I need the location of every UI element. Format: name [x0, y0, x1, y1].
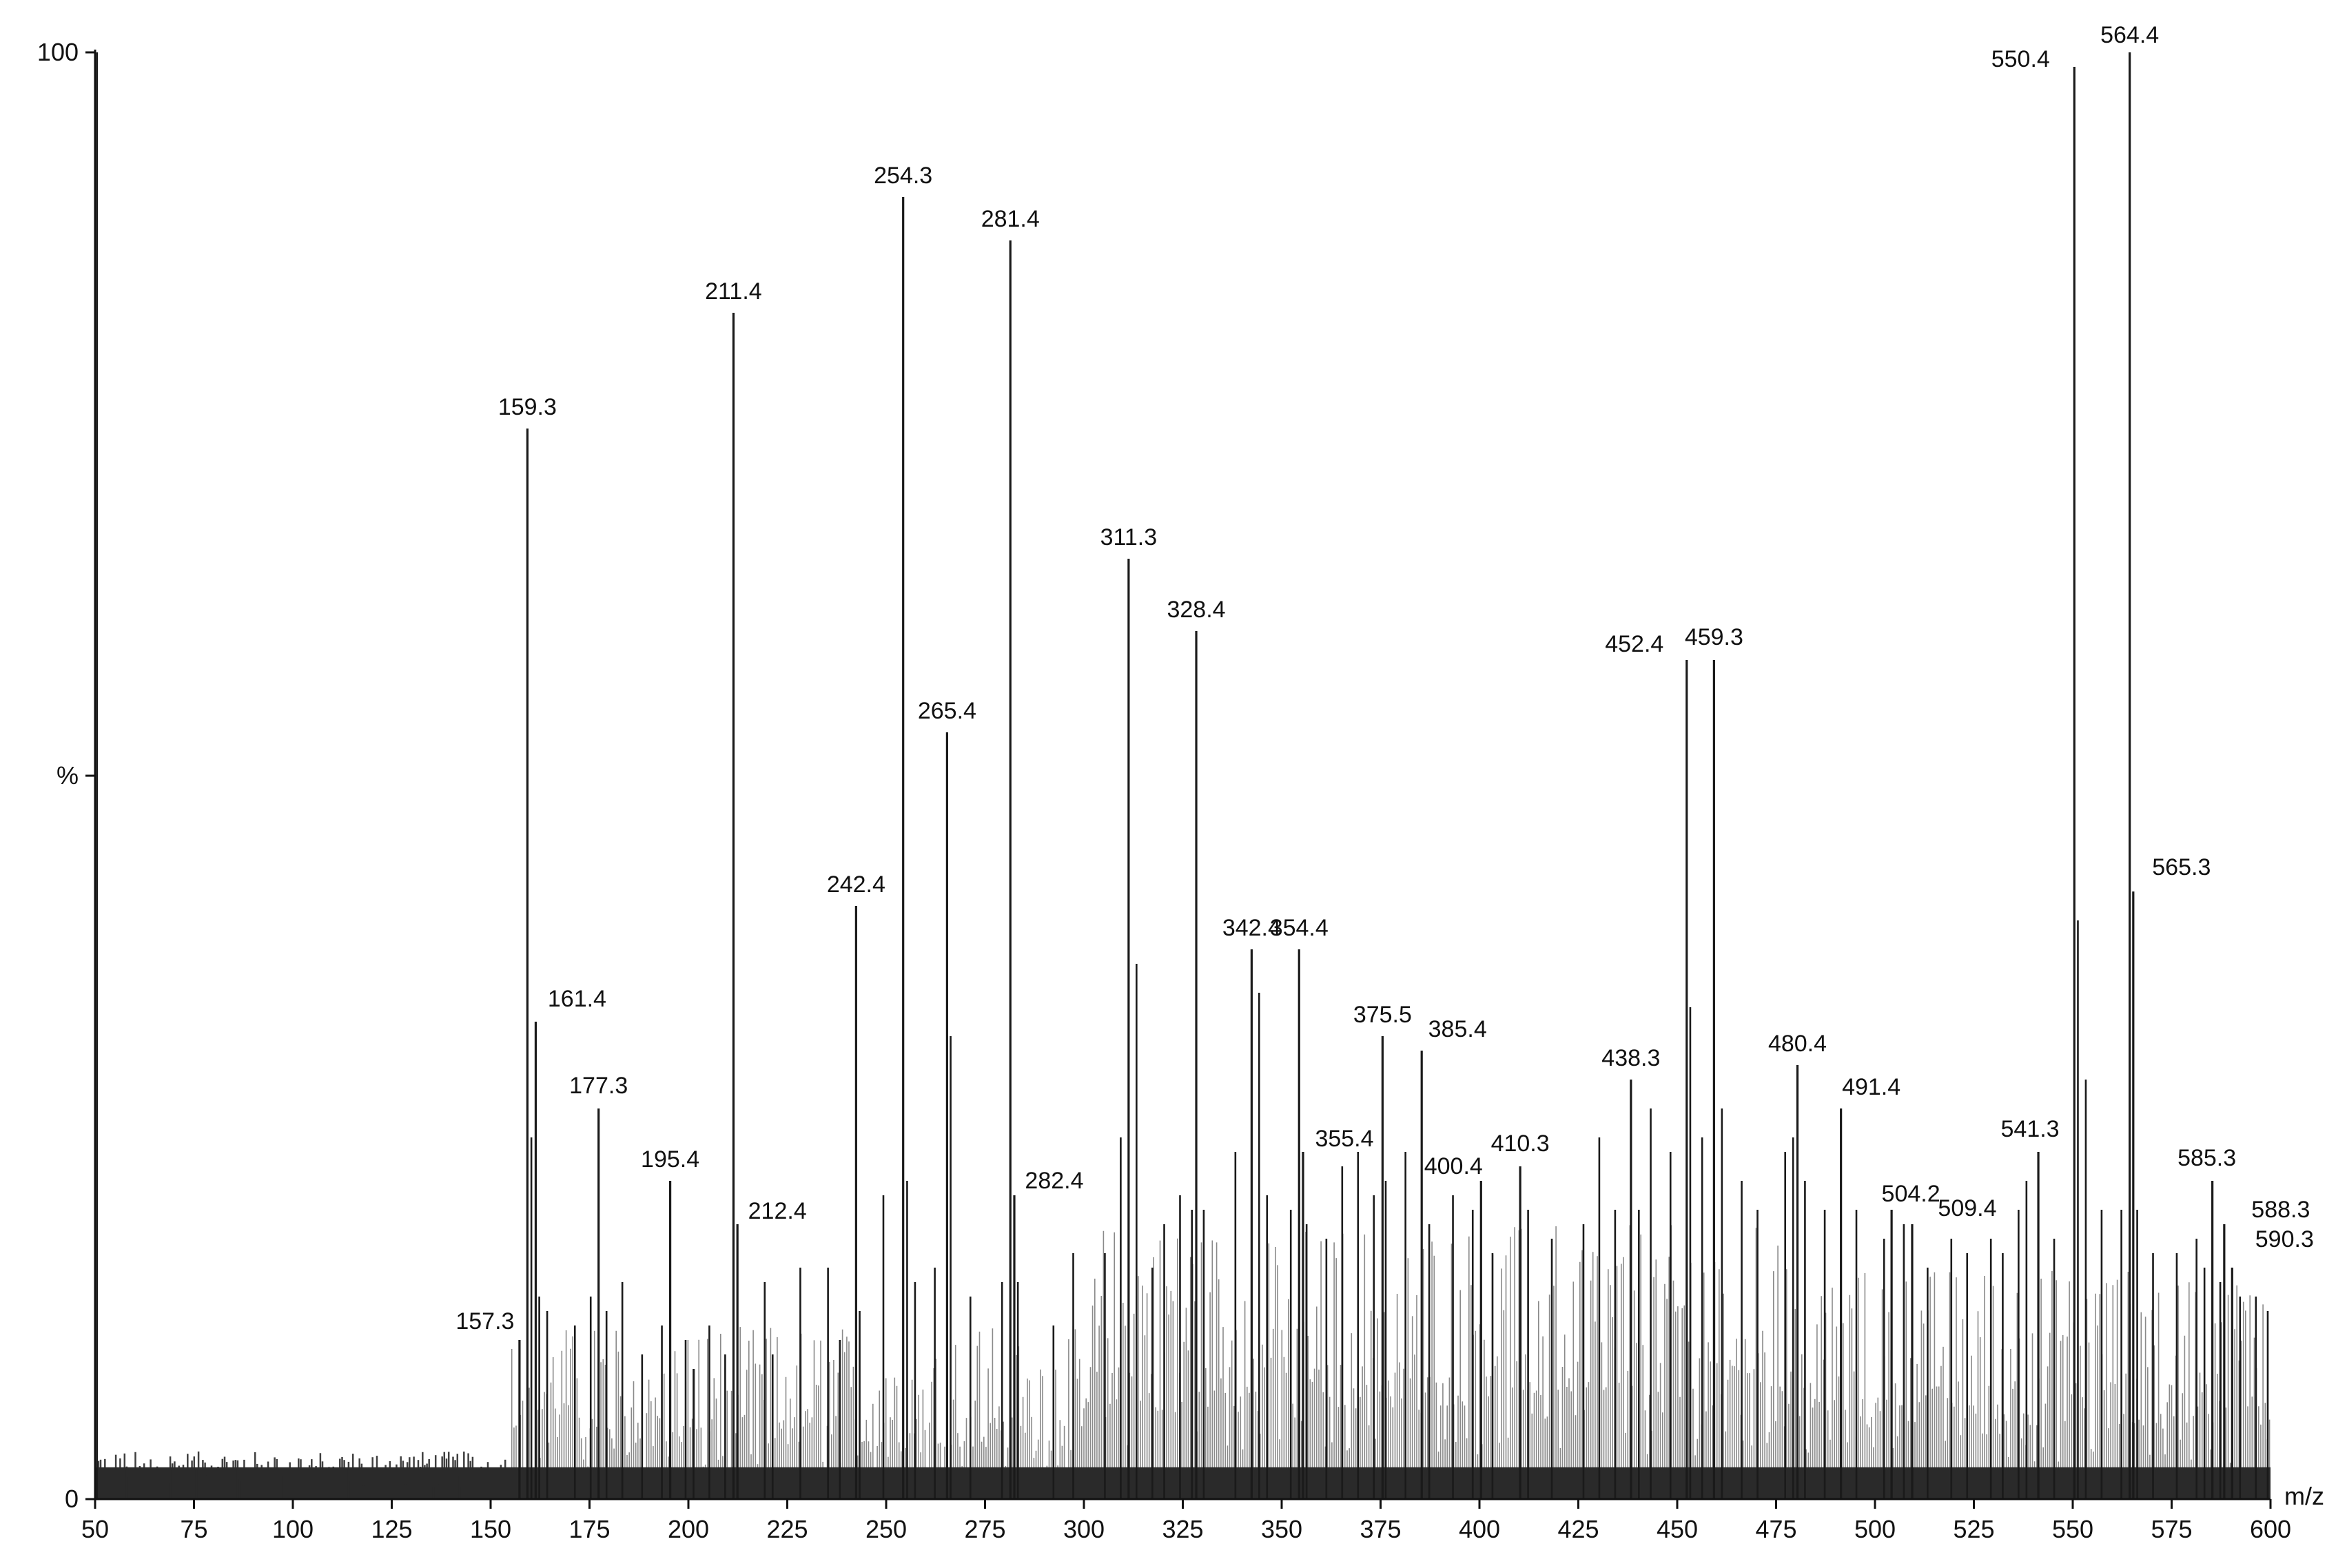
- x-tick-label: 475: [1755, 1515, 1796, 1543]
- peak-label-161.4: 161.4: [548, 986, 606, 1012]
- axes: m/z: [94, 50, 2324, 1510]
- peak-label-588.3: 588.3: [2251, 1197, 2310, 1223]
- peak-label-590.3: 590.3: [2255, 1226, 2314, 1252]
- peak-label-212.4: 212.4: [748, 1198, 807, 1224]
- peak-label-504.2: 504.2: [1882, 1181, 1940, 1207]
- x-tick-label: 275: [964, 1515, 1005, 1543]
- y-tick-label: 100: [37, 38, 79, 66]
- peak-label-385.4: 385.4: [1428, 1016, 1487, 1042]
- peak-label-550.4: 550.4: [1991, 46, 2050, 72]
- peak-label-375.5: 375.5: [1353, 1002, 1412, 1028]
- peak-label-211.4: 211.4: [705, 278, 762, 305]
- x-tick-label: 100: [272, 1515, 314, 1543]
- x-tick-label: 525: [1953, 1515, 1994, 1543]
- peak-label-342.4: 342.4: [1222, 915, 1281, 941]
- x-tick-label: 550: [2052, 1515, 2093, 1543]
- peak-label-159.3: 159.3: [498, 394, 557, 420]
- x-tick-label: 575: [2151, 1515, 2192, 1543]
- x-tick-label: 50: [81, 1515, 109, 1543]
- x-tick-label: 225: [766, 1515, 808, 1543]
- x-tick-label: 425: [1557, 1515, 1599, 1543]
- x-tick-label: 600: [2250, 1515, 2291, 1543]
- peak-label-564.4: 564.4: [2100, 22, 2159, 48]
- peak-sticks: [518, 52, 2269, 1499]
- peak-label-254.3: 254.3: [874, 163, 932, 189]
- x-tick-label: 75: [180, 1515, 207, 1543]
- peak-label-410.3: 410.3: [1491, 1131, 1550, 1157]
- peak-label-328.4: 328.4: [1167, 597, 1225, 623]
- peak-label-242.4: 242.4: [827, 871, 885, 898]
- peak-label-565.3: 565.3: [2152, 854, 2211, 880]
- peak-label-541.3: 541.3: [2001, 1116, 2060, 1142]
- y-tick-label: %: [57, 761, 79, 790]
- peak-label-195.4: 195.4: [641, 1146, 699, 1173]
- peak-label-459.3: 459.3: [1685, 624, 1743, 650]
- x-tick-label: 375: [1360, 1515, 1401, 1543]
- peak-label-355.4: 355.4: [1315, 1126, 1373, 1152]
- baseline-band: [95, 1467, 2271, 1499]
- x-tick-label: 450: [1657, 1515, 1698, 1543]
- x-tick-label: 175: [568, 1515, 610, 1543]
- peak-labels: 157.3 159.3 161.4 177.3 195.4 211.4 212.4 242.4…: [455, 22, 2314, 1334]
- peak-label-509.4: 509.4: [1938, 1195, 1996, 1221]
- x-tick-label: 300: [1063, 1515, 1105, 1543]
- baseline-noise: [95, 52, 2271, 1499]
- peak-label-281.4: 281.4: [981, 206, 1040, 232]
- x-tick-label: 350: [1261, 1515, 1302, 1543]
- peak-label-354.4: 354.4: [1270, 915, 1329, 941]
- peak-label-177.3: 177.3: [569, 1073, 628, 1099]
- x-tick-label: 400: [1459, 1515, 1500, 1543]
- x-tick-label: 125: [371, 1515, 412, 1543]
- peak-label-311.3: 311.3: [1100, 524, 1158, 550]
- peak-label-491.4: 491.4: [1842, 1074, 1900, 1100]
- peak-label-480.4: 480.4: [1768, 1031, 1827, 1057]
- peak-label-400.4: 400.4: [1424, 1153, 1483, 1179]
- peak-label-438.3: 438.3: [1601, 1045, 1660, 1071]
- x-tick-label: 500: [1854, 1515, 1896, 1543]
- peak-label-157.3: 157.3: [455, 1308, 514, 1334]
- x-tick-label: 200: [668, 1515, 709, 1543]
- x-axis-ticks: 50 75 100 125 150 175 200 225 250 275 300 325 350 375…: [81, 1499, 2291, 1543]
- x-tick-label: 150: [470, 1515, 511, 1543]
- y-tick-label: 0: [65, 1485, 79, 1513]
- x-tick-label: 325: [1162, 1515, 1203, 1543]
- peak-label-265.4: 265.4: [918, 698, 976, 724]
- y-axis-ticks: 0% 100: [37, 38, 95, 1513]
- peak-label-585.3: 585.3: [2177, 1145, 2236, 1171]
- x-tick-label: 250: [865, 1515, 907, 1543]
- x-axis-title: m/z: [2284, 1482, 2324, 1510]
- peak-label-452.4: 452.4: [1605, 631, 1663, 657]
- peak-label-282.4: 282.4: [1025, 1168, 1083, 1194]
